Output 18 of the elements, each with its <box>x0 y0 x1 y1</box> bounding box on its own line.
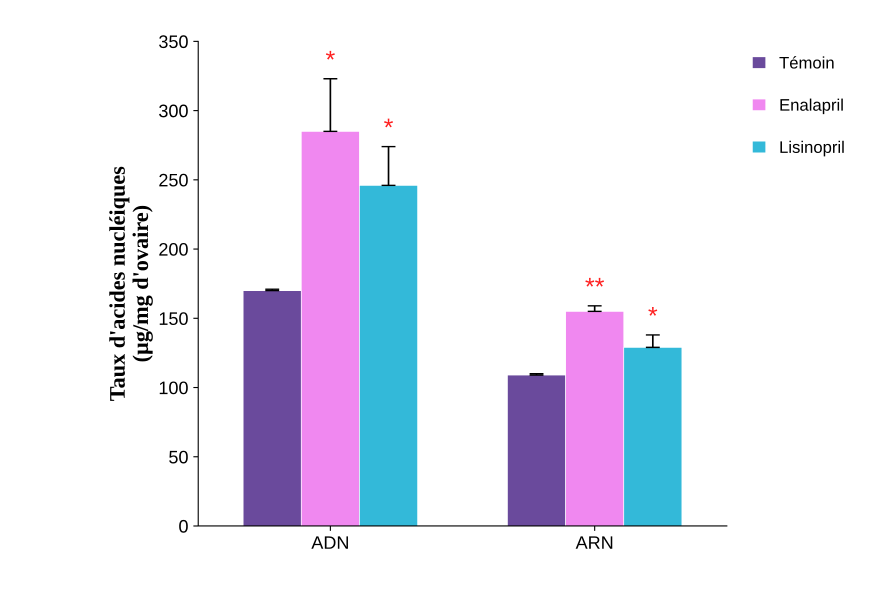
x-tick-label: ADN <box>311 536 348 549</box>
annotation: * <box>648 306 658 316</box>
y-tick-label: 100 <box>160 381 188 394</box>
y-tick-label: 200 <box>159 243 188 256</box>
y-tick-label: 300 <box>159 104 188 118</box>
y-tick-label: 50 <box>169 450 188 464</box>
legend-label: Témoin <box>779 56 834 69</box>
y-tick-label: 350 <box>159 35 188 48</box>
legend-label: Lisinopril <box>780 140 844 156</box>
annotation: ** <box>585 278 604 287</box>
annotation: * <box>384 118 393 128</box>
legend-label: Enalapril <box>780 98 843 114</box>
y-tick-label: 250 <box>159 174 188 187</box>
y-tick-label: 150 <box>160 312 188 326</box>
y-axis-title: Taux d'acides nucléiques (µg/mg d'ovaire) <box>109 166 153 401</box>
x-tick-label: ARN <box>576 536 612 549</box>
y-tick-label: 0 <box>179 520 188 533</box>
annotation: * <box>326 50 335 60</box>
